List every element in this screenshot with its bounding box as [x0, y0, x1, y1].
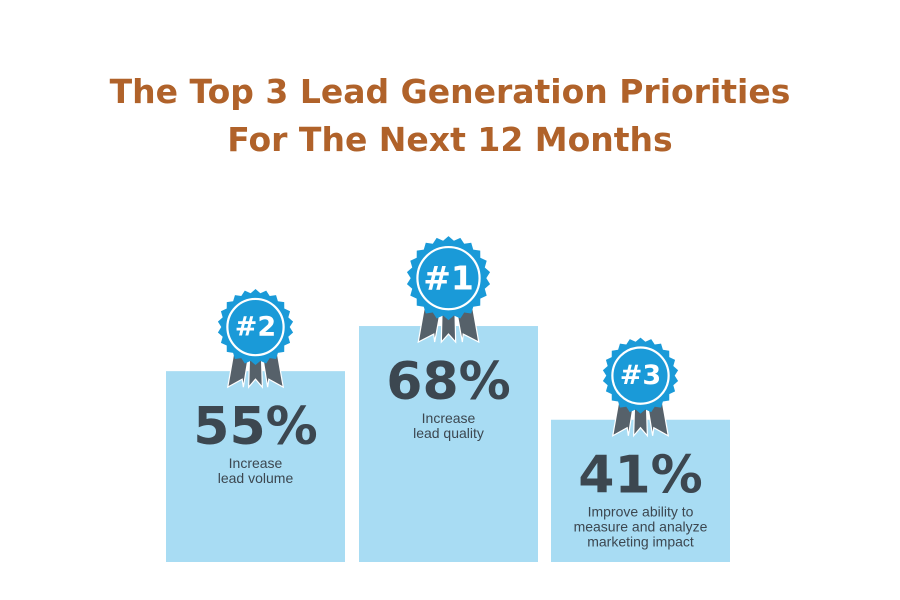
value-label: 55%	[193, 397, 317, 457]
podium-block	[359, 326, 538, 562]
chart-title-line-2: For The Next 12 Months	[227, 120, 673, 159]
rank-label: #1	[423, 259, 474, 298]
chart-title-line-1: The Top 3 Lead Generation Priorities	[109, 72, 791, 111]
category-label-line: marketing impact	[587, 534, 694, 550]
category-label-line: lead quality	[413, 425, 484, 441]
rank-badge-icon: #2	[217, 289, 294, 366]
value-label: 41%	[578, 446, 702, 506]
category-label-line: Increase	[229, 455, 283, 471]
chart-title: The Top 3 Lead Generation Priorities For…	[0, 68, 900, 164]
rank-label: #2	[235, 312, 276, 343]
category-label-line: lead volume	[218, 470, 294, 486]
podium-block	[551, 419, 730, 562]
value-label: 68%	[386, 352, 510, 412]
rank-badge-icon: #3	[602, 337, 679, 414]
category-label-line: Increase	[422, 410, 476, 426]
rank-badge-icon: #1	[406, 236, 491, 321]
rank-label: #3	[620, 360, 661, 391]
category-label-line: measure and analyze	[574, 519, 708, 535]
category-label-line: Improve ability to	[588, 504, 694, 520]
podium-block	[166, 371, 345, 562]
